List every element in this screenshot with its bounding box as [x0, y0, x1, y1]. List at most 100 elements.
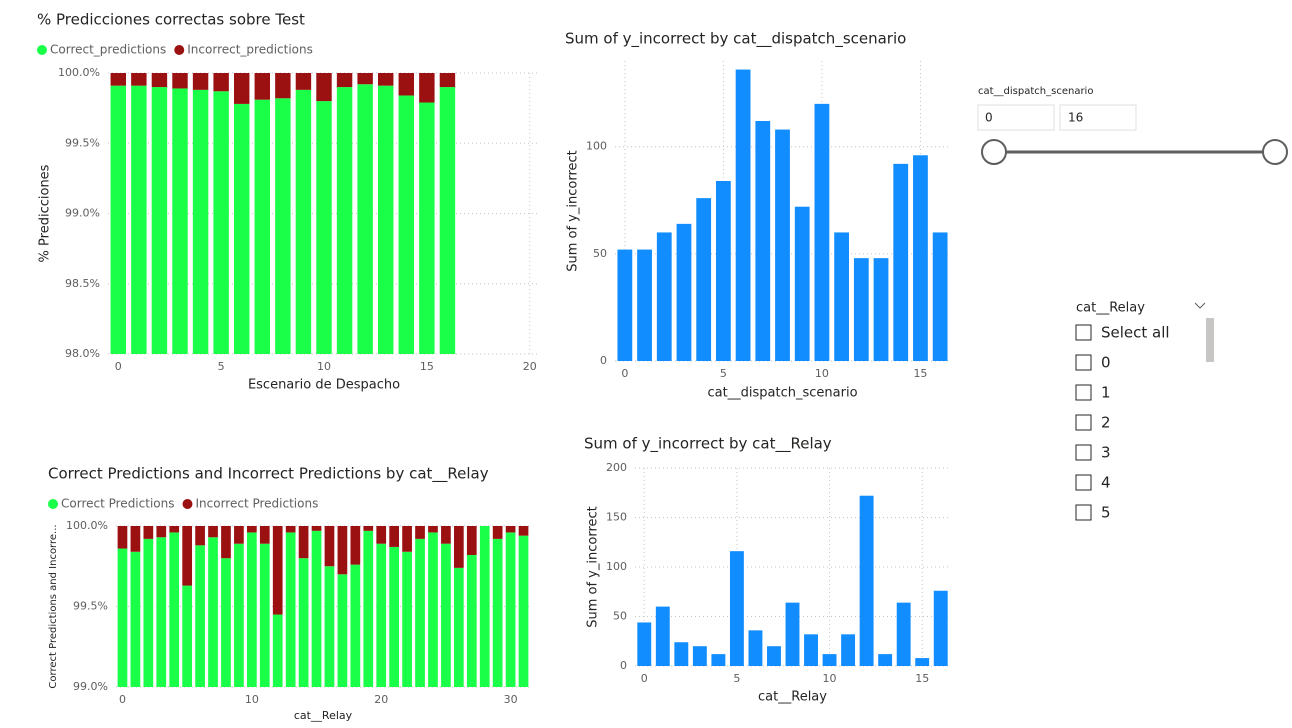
checkbox[interactable] — [1075, 324, 1092, 341]
y-tick-label: 50 — [593, 247, 607, 260]
bar-segment — [182, 585, 193, 687]
min-value[interactable]: 0 — [985, 111, 993, 125]
checkbox[interactable] — [1075, 444, 1092, 461]
bar-segment — [208, 526, 218, 538]
bar-segment — [518, 535, 529, 687]
checkbox[interactable] — [1075, 354, 1092, 371]
x-tick-label: 0 — [621, 367, 628, 380]
bar-segment — [295, 73, 312, 90]
range-slicer-title: cat__dispatch_scenario — [978, 86, 1093, 97]
bar-segment — [441, 526, 451, 544]
legend-marker — [48, 499, 58, 509]
bar-segment — [389, 526, 400, 547]
y-tick-label: 99.0% — [73, 680, 108, 693]
x-tick-label: 15 — [913, 367, 927, 380]
bar-segment — [357, 73, 373, 85]
checkbox[interactable] — [1075, 474, 1092, 491]
chart: Sum of y_incorrect by cat__Relay Sum of y… — [584, 435, 950, 705]
chart: Sum of y_incorrect by cat__dispatch_scen… — [565, 30, 950, 401]
legend-marker — [182, 499, 193, 509]
scrollbar[interactable] — [1206, 318, 1214, 362]
y-tick-label: 100 — [586, 140, 607, 153]
list-item[interactable]: 4 — [1101, 474, 1111, 492]
bar-segment — [110, 85, 126, 355]
bar-segment — [492, 538, 503, 687]
y-tick-label: 0 — [620, 659, 627, 672]
y-tick-label: 98.0% — [65, 347, 100, 360]
bar — [834, 232, 850, 361]
bar-segment — [337, 526, 348, 575]
x-tick-label: 5 — [720, 367, 727, 380]
chart: % Predicciones correctas sobre Test % Pre… — [37, 11, 540, 393]
bar — [617, 249, 633, 361]
x-tick-label: 5 — [218, 360, 225, 373]
legend-label: Incorrect_predictions — [187, 43, 313, 57]
bar-segment — [143, 526, 154, 539]
bar-segment — [172, 73, 188, 89]
bar-segment — [428, 532, 438, 687]
bar-segment — [298, 526, 309, 559]
slider-handle-max[interactable] — [1262, 139, 1288, 165]
list-item[interactable]: 1 — [1101, 384, 1111, 402]
bar-segment — [376, 543, 387, 687]
bar-segment — [246, 526, 257, 533]
bar-segment — [130, 551, 141, 687]
max-value[interactable]: 16 — [1068, 111, 1083, 125]
bar — [767, 646, 781, 666]
min-input[interactable] — [977, 104, 1055, 131]
list-item[interactable]: 0 — [1101, 354, 1111, 372]
list-item[interactable]: Select all — [1101, 324, 1170, 342]
bar — [729, 551, 744, 666]
bar-segment — [439, 87, 456, 355]
bar — [933, 590, 948, 666]
list-slicer-title: cat__Relay — [1076, 301, 1145, 316]
bar — [853, 258, 869, 361]
legend-label: Correct Predictions — [61, 497, 174, 511]
y-tick-label: 99.5% — [65, 136, 100, 149]
bar — [932, 232, 948, 361]
checkbox[interactable] — [1075, 414, 1092, 431]
bar-segment — [453, 526, 464, 568]
bar — [676, 223, 692, 361]
legend-label: Incorrect Predictions — [195, 497, 318, 511]
max-input[interactable] — [1059, 104, 1137, 131]
bar — [692, 646, 707, 666]
dropdown-chevron[interactable] — [1194, 302, 1206, 309]
bar-segment — [195, 545, 205, 687]
x-axis-label: Escenario de Despacho — [248, 378, 400, 393]
bar — [896, 602, 911, 666]
bar-segment — [259, 526, 270, 544]
list-item[interactable]: 3 — [1101, 444, 1111, 462]
bar-segment — [466, 554, 477, 687]
y-axis-label: Sum of y_incorrect — [586, 506, 601, 628]
x-tick-label: 30 — [504, 693, 518, 706]
bar-segment — [295, 89, 312, 355]
bar-segment — [389, 546, 400, 687]
chart-title: Correct Predictions and Incorrect Predic… — [48, 465, 489, 484]
y-tick-label: 150 — [606, 511, 627, 524]
y-axis-label: % Predicciones — [38, 164, 53, 262]
slider-handle-min[interactable] — [981, 139, 1007, 165]
bar-segment — [357, 84, 373, 355]
chart-title: Sum of y_incorrect by cat__dispatch_scen… — [565, 30, 906, 49]
x-axis-label: cat__Relay — [294, 709, 353, 722]
bar-segment — [311, 530, 322, 687]
bar-segment — [221, 526, 231, 559]
chart-title: % Predicciones correctas sobre Test — [37, 11, 305, 29]
bar — [794, 206, 810, 361]
bar — [637, 622, 652, 666]
y-tick-label: 0 — [600, 354, 607, 367]
y-axis-label: Correct Predictions and Incorre... — [48, 524, 59, 688]
x-tick-label: 15 — [915, 672, 929, 685]
bar — [873, 258, 889, 361]
x-tick-label: 10 — [317, 360, 331, 373]
bar-segment — [316, 101, 332, 354]
list-item[interactable]: 5 — [1101, 504, 1111, 522]
checkbox[interactable] — [1075, 384, 1092, 401]
checkbox[interactable] — [1075, 504, 1092, 521]
bar-segment — [246, 532, 257, 687]
list-item[interactable]: 2 — [1101, 414, 1111, 432]
bar-segment — [151, 87, 168, 355]
x-tick-label: 20 — [374, 693, 388, 706]
bar-segment — [130, 526, 141, 552]
